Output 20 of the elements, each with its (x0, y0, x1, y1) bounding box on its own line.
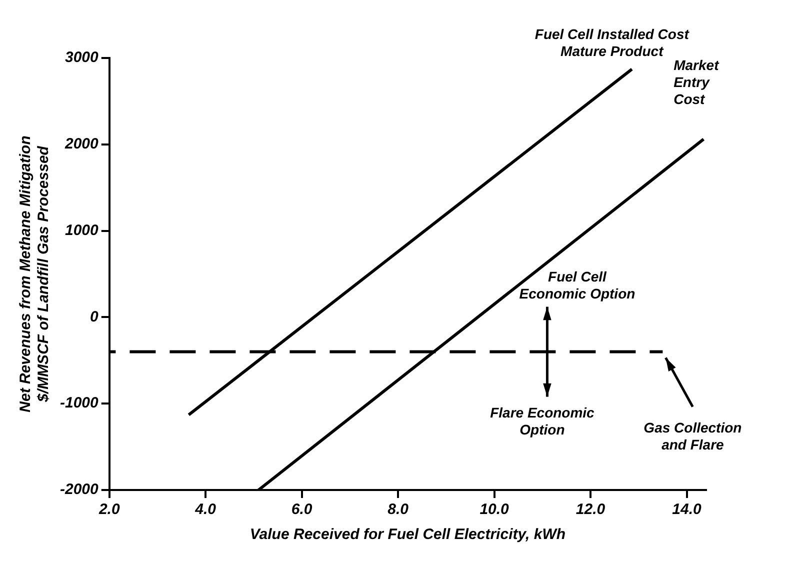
x-tick-label: 2.0 (98, 501, 120, 518)
x-axis-title: Value Received for Fuel Cell Electricity, kWh (250, 526, 566, 544)
x-tick-label: 12.0 (576, 501, 606, 518)
y-tick-label: 2000 (64, 136, 100, 153)
y-tick-label: -2000 (60, 481, 100, 498)
y-tick-label: 1000 (64, 222, 100, 239)
x-tick-label: 6.0 (291, 501, 313, 518)
text: Fuel Cell Installed Cost Mature Product (534, 26, 690, 60)
text: Gas Collection and Flare (644, 420, 742, 453)
x-tick-label: 4.0 (194, 501, 217, 518)
y-tick-label: 3000 (64, 49, 100, 66)
y-tick-label: 0 (90, 308, 100, 326)
x-tick-label: 14.0 (672, 501, 702, 518)
annotation: Fuel Cell Economic Option (519, 268, 636, 302)
y-tick-label: -1000 (60, 394, 100, 412)
annotation: Flare Economic Option (490, 404, 595, 438)
text: Market Entry Cost (674, 57, 720, 108)
x-tick-label: 10.0 (480, 501, 510, 518)
y-axis-title: Net Revenues from Methane Mitigation $/MMSCF of Landfill Gas Processed (17, 136, 52, 412)
x-tick-label: 8.0 (388, 501, 410, 518)
